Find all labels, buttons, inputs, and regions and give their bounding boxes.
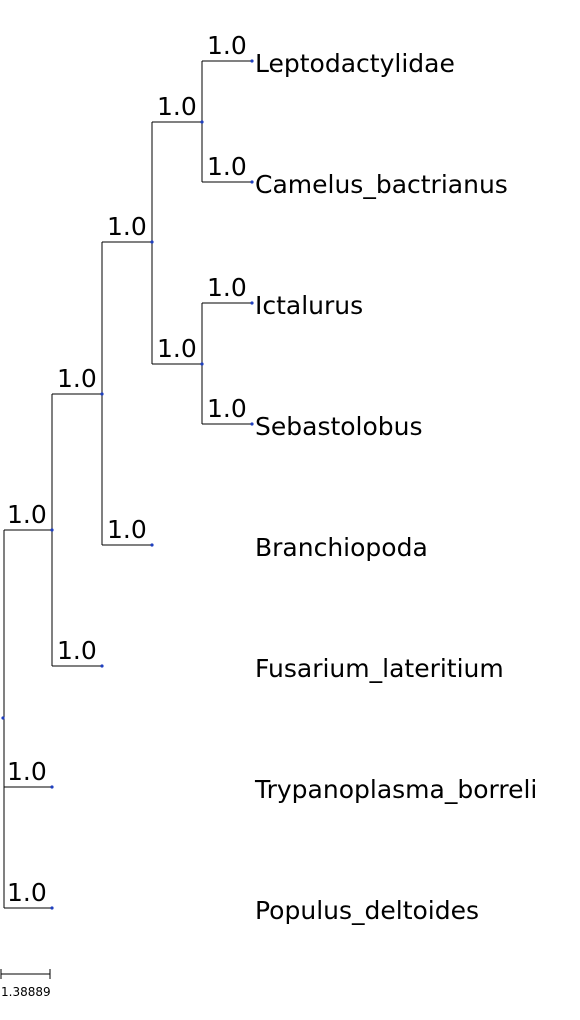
node-leaf-leptodactylidae bbox=[250, 59, 254, 63]
node-leaf-camelus bbox=[250, 180, 254, 184]
support-label-clade-c: 1.0 bbox=[107, 212, 147, 241]
node-leaf-sebastolobus bbox=[250, 422, 254, 426]
support-labels: 1.0 1.0 1.0 1.0 1.0 1.0 1.0 1.0 1.0 1.0 … bbox=[7, 31, 247, 907]
support-label-clade-a: 1.0 bbox=[7, 500, 47, 529]
support-label-camelus: 1.0 bbox=[207, 152, 247, 181]
taxon-label-sebastolobus: Sebastolobus bbox=[255, 412, 423, 441]
scale-bar-line bbox=[0, 969, 51, 979]
node-root bbox=[1, 716, 5, 720]
support-label-fusarium: 1.0 bbox=[57, 636, 97, 665]
node-clade-d bbox=[200, 120, 204, 124]
support-label-populus: 1.0 bbox=[7, 878, 47, 907]
node-leaf-fusarium bbox=[100, 664, 104, 668]
node-clade-a bbox=[50, 528, 54, 532]
taxon-label-populus: Populus_deltoides bbox=[255, 896, 479, 925]
taxon-label-camelus: Camelus_bactrianus bbox=[255, 170, 508, 199]
node-leaf-ictalurus bbox=[250, 301, 254, 305]
node-leaf-populus bbox=[50, 906, 54, 910]
node-clade-e bbox=[200, 362, 204, 366]
support-label-leptodactylidae: 1.0 bbox=[207, 31, 247, 60]
support-label-branchiopoda: 1.0 bbox=[107, 515, 147, 544]
taxon-label-leptodactylidae: Leptodactylidae bbox=[255, 49, 455, 78]
support-label-trypanoplasma: 1.0 bbox=[7, 757, 47, 786]
support-label-clade-b: 1.0 bbox=[57, 364, 97, 393]
support-label-clade-e: 1.0 bbox=[157, 334, 197, 363]
tree-nodes bbox=[1, 59, 254, 910]
taxon-label-fusarium: Fusarium_lateritium bbox=[255, 654, 504, 683]
support-label-clade-d: 1.0 bbox=[157, 92, 197, 121]
support-label-ictalurus: 1.0 bbox=[207, 273, 247, 302]
taxon-labels: Leptodactylidae Camelus_bactrianus Ictal… bbox=[254, 49, 537, 925]
taxon-label-ictalurus: Ictalurus bbox=[255, 291, 363, 320]
node-clade-b bbox=[100, 392, 104, 396]
node-clade-c bbox=[150, 240, 154, 244]
scale-bar: 1.38889 bbox=[0, 969, 51, 999]
node-leaf-trypanoplasma bbox=[50, 785, 54, 789]
taxon-label-trypanoplasma: Trypanoplasma_borreli bbox=[254, 775, 537, 804]
taxon-label-branchiopoda: Branchiopoda bbox=[255, 533, 428, 562]
node-leaf-branchiopoda bbox=[150, 543, 154, 547]
support-label-sebastolobus: 1.0 bbox=[207, 394, 247, 423]
scale-bar-label: 1.38889 bbox=[1, 985, 51, 999]
